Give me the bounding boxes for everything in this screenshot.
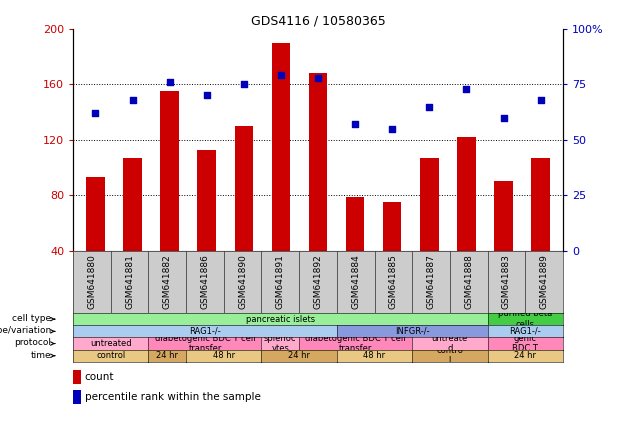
Text: GSM641884: GSM641884 bbox=[351, 254, 360, 309]
Bar bbox=[73, 370, 81, 385]
Point bbox=[202, 92, 212, 99]
Bar bbox=[420, 158, 439, 251]
Text: 24 hr: 24 hr bbox=[156, 351, 178, 360]
Point bbox=[276, 72, 286, 79]
Text: GSM641886: GSM641886 bbox=[200, 254, 209, 309]
Point bbox=[127, 96, 137, 103]
Bar bbox=[308, 73, 328, 251]
Bar bbox=[346, 197, 364, 251]
Text: cell type: cell type bbox=[12, 314, 52, 323]
Text: diabetogenic BDC T cell
transfer: diabetogenic BDC T cell transfer bbox=[155, 334, 255, 353]
Text: time: time bbox=[31, 351, 52, 360]
Bar bbox=[73, 390, 81, 404]
Point bbox=[536, 96, 546, 103]
Text: B6.g7
splenoc
ytes
transfer: B6.g7 splenoc ytes transfer bbox=[264, 323, 297, 364]
Point bbox=[90, 110, 100, 117]
Point bbox=[499, 114, 509, 121]
Text: GSM641891: GSM641891 bbox=[276, 254, 285, 309]
Text: GSM641890: GSM641890 bbox=[238, 254, 247, 309]
Text: contro
l: contro l bbox=[436, 346, 463, 365]
Bar bbox=[123, 158, 142, 251]
Point bbox=[350, 121, 360, 128]
Text: 24 hr: 24 hr bbox=[288, 351, 310, 360]
Text: percentile rank within the sample: percentile rank within the sample bbox=[85, 392, 261, 402]
Text: 48 hr: 48 hr bbox=[213, 351, 235, 360]
Text: untreate
d: untreate d bbox=[432, 334, 468, 353]
Bar bbox=[86, 177, 105, 251]
Text: 24 hr: 24 hr bbox=[514, 351, 536, 360]
Bar bbox=[160, 91, 179, 251]
Bar bbox=[235, 126, 253, 251]
Bar bbox=[494, 182, 513, 251]
Text: RAG1-/-: RAG1-/- bbox=[189, 327, 221, 336]
Text: GSM641882: GSM641882 bbox=[163, 254, 172, 309]
Point bbox=[165, 79, 175, 86]
Text: control: control bbox=[96, 351, 125, 360]
Text: pancreatic islets: pancreatic islets bbox=[245, 315, 315, 324]
Bar bbox=[197, 150, 216, 251]
Text: GSM641892: GSM641892 bbox=[314, 254, 322, 309]
Text: GSM641880: GSM641880 bbox=[88, 254, 97, 309]
Point bbox=[461, 85, 471, 92]
Text: diabeto
genic
BDC T
cell trans: diabeto genic BDC T cell trans bbox=[506, 323, 544, 364]
Text: GSM641885: GSM641885 bbox=[389, 254, 398, 309]
Text: GSM641889: GSM641889 bbox=[539, 254, 548, 309]
Point bbox=[313, 74, 323, 81]
Bar bbox=[383, 202, 401, 251]
Bar bbox=[272, 43, 290, 251]
Title: GDS4116 / 10580365: GDS4116 / 10580365 bbox=[251, 15, 385, 28]
Text: purified beta
cells: purified beta cells bbox=[498, 309, 552, 329]
Text: untreated: untreated bbox=[90, 339, 132, 348]
Text: GSM641888: GSM641888 bbox=[464, 254, 473, 309]
Text: diabetogenic BDC T cell
transfer: diabetogenic BDC T cell transfer bbox=[305, 334, 406, 353]
Text: GSM641883: GSM641883 bbox=[502, 254, 511, 309]
Bar bbox=[457, 137, 476, 251]
Point bbox=[238, 81, 249, 88]
Text: genotype/variation: genotype/variation bbox=[0, 326, 52, 335]
Point bbox=[387, 125, 398, 132]
Point bbox=[424, 103, 434, 110]
Text: count: count bbox=[85, 372, 114, 382]
Text: GSM641881: GSM641881 bbox=[125, 254, 134, 309]
Text: RAG1-/-: RAG1-/- bbox=[509, 327, 541, 336]
Text: INFGR-/-: INFGR-/- bbox=[395, 327, 429, 336]
Text: 48 hr: 48 hr bbox=[363, 351, 385, 360]
Bar bbox=[531, 158, 550, 251]
Text: protocol: protocol bbox=[14, 338, 52, 348]
Text: GSM641887: GSM641887 bbox=[427, 254, 436, 309]
